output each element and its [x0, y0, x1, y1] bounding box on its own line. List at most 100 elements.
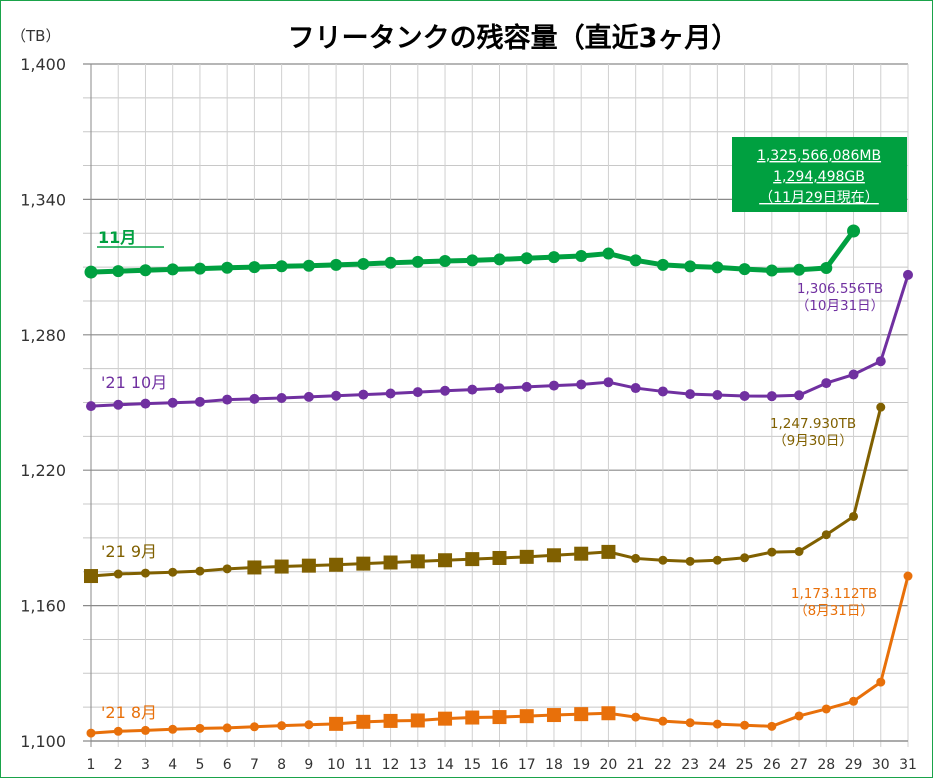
x-tick-label: 2 [114, 757, 123, 773]
data-point [685, 718, 695, 728]
data-point-square [574, 546, 589, 561]
data-point [494, 383, 505, 394]
data-point [195, 723, 205, 733]
data-point [903, 269, 913, 280]
x-tick-label: 12 [382, 757, 400, 773]
series-line [90, 406, 883, 578]
x-tick-label: 16 [491, 757, 509, 773]
data-point [439, 255, 452, 268]
data-point [384, 256, 397, 269]
data-point [658, 716, 668, 726]
data-point [767, 721, 777, 731]
data-point-square [356, 556, 371, 571]
x-tick-label: 10 [327, 757, 345, 773]
callout-line-mb: 1,325,566,086MB [757, 148, 881, 164]
data-point [848, 369, 859, 380]
data-point [412, 387, 423, 398]
data-point [411, 255, 424, 268]
data-point-square [546, 708, 561, 723]
x-tick-label: 30 [872, 757, 890, 773]
data-point-square [383, 555, 398, 570]
x-tick-label: 26 [763, 757, 781, 773]
data-point [168, 724, 178, 734]
data-point [712, 390, 723, 401]
data-point-square [383, 713, 398, 728]
data-point-square [438, 553, 453, 568]
data-point [466, 254, 479, 267]
data-point-square [356, 714, 371, 729]
data-point [794, 546, 804, 556]
x-tick-label: 24 [708, 757, 726, 773]
data-point [86, 728, 96, 738]
series-labels: 11月 '21 10月 1,306.556TB（10月31日） '21 9月 1,247… [97, 228, 884, 722]
data-point [657, 386, 668, 397]
data-point [331, 390, 342, 401]
x-tick-label: 6 [223, 757, 232, 773]
series-name-label: '21 10月 [101, 373, 167, 392]
data-point [521, 381, 532, 392]
y-tick-label: 1,160 [20, 597, 66, 616]
x-tick-label: 22 [654, 757, 672, 773]
data-point [221, 261, 234, 274]
data-point [385, 388, 396, 399]
x-tick-label: 5 [195, 757, 204, 773]
data-point [357, 257, 370, 270]
x-tick-label: 8 [277, 757, 286, 773]
data-point [794, 711, 804, 721]
series-1 [86, 269, 913, 412]
data-point-square [465, 710, 480, 725]
x-tick-label: 20 [600, 757, 618, 773]
data-point [248, 261, 261, 274]
x-tick-label: 3 [141, 757, 150, 773]
data-point [222, 394, 233, 405]
data-point [740, 720, 750, 730]
data-point [113, 399, 124, 410]
x-tick-label: 23 [681, 757, 699, 773]
callout-background [732, 137, 907, 212]
data-point-square [492, 550, 507, 565]
x-tick-label: 31 [899, 757, 917, 773]
x-tick-label: 13 [409, 757, 427, 773]
data-point [193, 262, 206, 275]
data-point-square [274, 559, 289, 574]
data-point [684, 260, 697, 273]
x-tick-label: 14 [436, 757, 454, 773]
data-point [821, 378, 832, 389]
data-point [167, 397, 178, 408]
data-point [222, 564, 232, 574]
x-tick-label: 9 [304, 757, 313, 773]
y-tick-label: 1,340 [20, 190, 66, 209]
x-tick-label: 15 [463, 757, 481, 773]
data-point [738, 263, 751, 276]
data-point [222, 723, 232, 733]
data-point [166, 263, 179, 276]
data-point [766, 391, 777, 402]
data-point [277, 721, 287, 731]
data-point [821, 530, 831, 540]
x-tick-label: 28 [817, 757, 835, 773]
data-point [140, 398, 151, 409]
data-point [303, 391, 314, 402]
data-point [658, 555, 668, 565]
y-tick-label: 1,220 [20, 461, 66, 480]
data-point-square [519, 709, 534, 724]
data-point [711, 261, 724, 274]
data-point [249, 722, 259, 732]
data-point [849, 696, 859, 706]
end-value-label: 1,306.556TB [797, 281, 883, 297]
end-value-label: 1,247.930TB [770, 416, 856, 432]
data-point [876, 402, 886, 412]
y-tick-label: 1,400 [20, 55, 66, 74]
data-point [712, 719, 722, 729]
x-tick-label: 29 [845, 757, 863, 773]
data-point [820, 262, 833, 275]
data-point-square [546, 548, 561, 563]
data-point [712, 555, 722, 565]
y-tick-label: 1,280 [20, 326, 66, 345]
data-point [685, 556, 695, 566]
data-point [358, 389, 369, 400]
data-point-square [301, 558, 316, 573]
data-point [140, 568, 150, 578]
data-point [113, 569, 123, 579]
